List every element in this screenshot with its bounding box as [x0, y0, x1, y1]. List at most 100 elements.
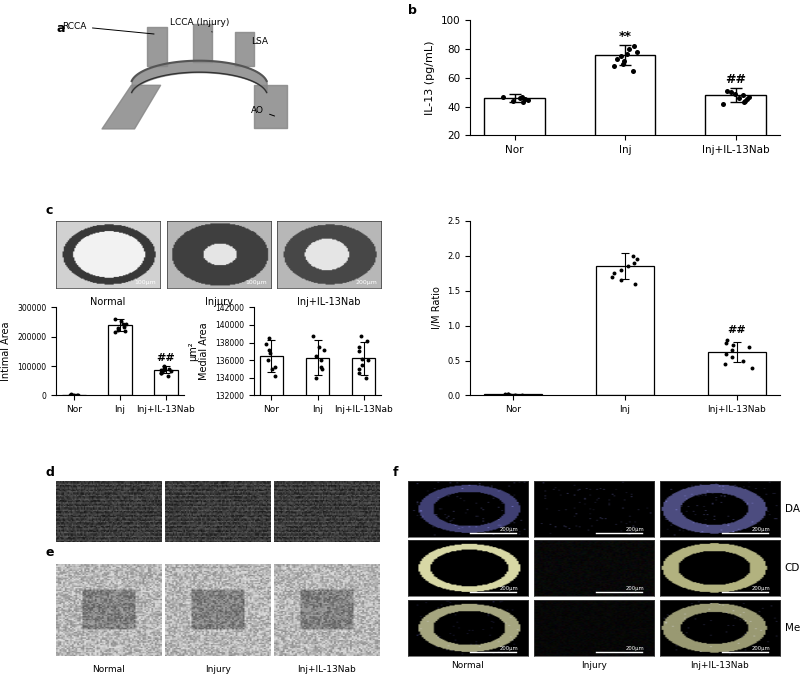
Point	[119, 319, 132, 330]
Text: 200μm: 200μm	[499, 527, 518, 532]
Text: LSA: LSA	[251, 37, 268, 46]
Point	[720, 85, 733, 96]
Text: Normal: Normal	[451, 661, 484, 670]
Point	[738, 96, 751, 107]
Point	[737, 355, 750, 366]
Point	[314, 354, 327, 365]
Point	[353, 363, 366, 374]
Text: RCCA: RCCA	[62, 22, 154, 34]
Y-axis label: μm²
Intimal Area: μm² Intimal Area	[0, 322, 11, 381]
Point	[315, 362, 328, 373]
Point	[741, 94, 754, 105]
Text: 200μm: 200μm	[752, 645, 770, 651]
Point	[630, 253, 643, 264]
Point	[355, 354, 368, 365]
Point	[316, 363, 329, 374]
Point	[117, 322, 130, 333]
Point	[158, 361, 170, 372]
Bar	[484, 98, 545, 164]
Point	[628, 41, 641, 52]
Point	[620, 48, 633, 59]
Point	[746, 362, 758, 373]
Point	[117, 318, 130, 329]
Point	[733, 92, 746, 103]
Point	[155, 364, 168, 375]
Point	[262, 333, 275, 344]
Text: 200μm: 200μm	[626, 645, 644, 651]
Point	[361, 335, 374, 346]
Text: b: b	[408, 3, 417, 16]
Point	[353, 342, 366, 352]
Point	[721, 334, 734, 345]
Point	[64, 389, 77, 400]
Text: Normal: Normal	[90, 297, 126, 307]
Point	[266, 363, 278, 374]
Point	[66, 389, 78, 400]
Point	[162, 370, 175, 381]
Point	[728, 88, 741, 99]
Text: Inj+IL-13Nab: Inj+IL-13Nab	[298, 665, 356, 674]
Text: DAPI: DAPI	[785, 504, 800, 514]
Point	[65, 389, 78, 400]
Bar	[708, 352, 766, 395]
Point	[310, 372, 322, 383]
Text: e: e	[46, 546, 54, 559]
Point	[516, 389, 529, 400]
Point	[269, 362, 282, 373]
Text: c: c	[46, 204, 53, 217]
Point	[355, 330, 368, 341]
Point	[518, 94, 531, 105]
Text: 200μm: 200μm	[626, 527, 644, 532]
Point	[502, 389, 514, 400]
Point	[506, 96, 519, 107]
Point	[68, 389, 81, 400]
Point	[628, 257, 641, 268]
Point	[313, 342, 326, 352]
Point	[614, 264, 627, 275]
Point	[607, 268, 620, 279]
Text: ##: ##	[157, 352, 175, 363]
Text: **: **	[618, 30, 632, 43]
Point	[352, 345, 365, 356]
Point	[608, 61, 621, 72]
Point	[717, 98, 730, 109]
Text: d: d	[46, 466, 54, 479]
Text: CD31: CD31	[785, 563, 800, 573]
Point	[617, 58, 630, 69]
Point	[725, 87, 738, 98]
Point	[158, 365, 170, 376]
Point	[618, 55, 630, 66]
Point	[516, 97, 529, 108]
Point	[109, 313, 122, 324]
Bar	[351, 359, 375, 683]
Point	[353, 368, 366, 379]
Point	[514, 92, 526, 103]
Bar	[596, 266, 654, 395]
Point	[360, 372, 373, 383]
Point	[260, 339, 273, 350]
Point	[615, 51, 628, 62]
Text: Injury: Injury	[581, 661, 606, 670]
Point	[742, 91, 755, 102]
Y-axis label: I/M Ratio: I/M Ratio	[432, 287, 442, 329]
Point	[306, 330, 319, 341]
Y-axis label: μm²
Medial Area: μm² Medial Area	[188, 322, 210, 380]
Text: Inj+IL-13Nab: Inj+IL-13Nab	[298, 297, 361, 307]
Bar	[306, 358, 330, 683]
Point	[726, 352, 738, 363]
Bar	[154, 370, 178, 395]
Point	[264, 348, 277, 359]
Point	[118, 326, 131, 337]
Text: 200μm: 200μm	[355, 279, 377, 285]
Point	[356, 359, 369, 370]
Point	[631, 46, 644, 57]
Point	[742, 341, 755, 352]
Point	[726, 344, 738, 355]
Point	[628, 278, 641, 289]
Point	[155, 367, 168, 378]
Text: Normal: Normal	[93, 665, 126, 674]
Bar	[594, 55, 655, 164]
Point	[623, 44, 636, 55]
Point	[509, 389, 522, 400]
Bar	[705, 95, 766, 164]
